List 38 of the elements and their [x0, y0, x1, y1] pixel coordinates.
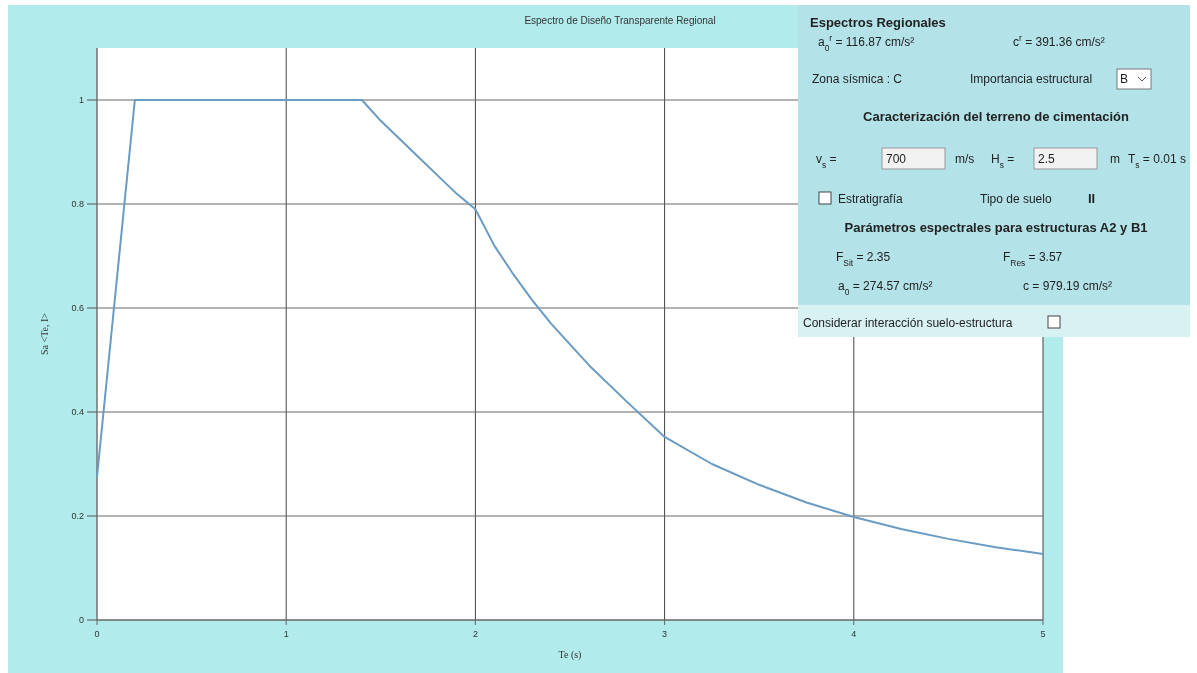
annotation: 700	[886, 152, 907, 166]
x-tick-label: 4	[851, 629, 857, 639]
x-tick-label: 1	[283, 629, 289, 639]
x-tick-label: 5	[1040, 629, 1046, 639]
y-axis-title: Sa <Te, I>	[39, 312, 50, 355]
annotation: 2.5	[1038, 152, 1056, 166]
x-tick-label: 2	[472, 629, 478, 639]
x-axis-title: Te (s)	[558, 649, 582, 661]
text: Espectros Regionales	[810, 15, 946, 30]
annotation: F$_{Sit}$ = 2.35	[836, 250, 891, 268]
annotation: Estratigrafía	[838, 192, 904, 206]
y-tick-label: 0.6	[71, 303, 84, 313]
y-tick-label: 0.4	[71, 407, 84, 417]
annotation: c$^{r}$ = 391.36 cm/s²	[1013, 33, 1105, 49]
annotation: Tipo de suelo	[980, 192, 1052, 206]
annotation: m/s	[955, 152, 975, 166]
annotation: Parámetros espectrales para estructuras A2 y B1	[844, 220, 1148, 235]
annotation: Considerar interacción suelo-estructura	[803, 316, 1013, 330]
text: m	[1110, 152, 1120, 166]
annotation: a$_{0}$$^{r}$ = 116.87 cm/s²	[818, 33, 915, 53]
y-tick-label: 0	[78, 615, 84, 625]
annotation: H$_{s}$ =	[991, 152, 1015, 170]
annotation: c = 979.19 cm/s²	[1023, 279, 1113, 293]
y-tick-label: 1	[78, 95, 84, 105]
annotation: v$_{s}$ =	[816, 152, 837, 170]
x-tick-label: 3	[662, 629, 668, 639]
annotation: F$_{Res}$ = 3.57	[1003, 250, 1063, 268]
y-tick-label: 0.2	[71, 511, 84, 521]
chart-title: Espectro de Diseño Transparente Regional	[524, 15, 716, 26]
text: II	[1088, 191, 1096, 206]
text: B	[1120, 72, 1129, 86]
annotation: Caracterización del terreno de cimentación	[863, 109, 1129, 124]
text: T$_{s}$ = 0.01 s	[1128, 152, 1186, 170]
annotation: Zona sísmica : C	[812, 72, 903, 86]
annotation: Importancia estructural	[970, 72, 1093, 86]
y-tick-label: 0.8	[71, 199, 84, 209]
annotation: a$_{0}$ = 274.57 cm/s²	[838, 279, 933, 297]
x-tick-label: 0	[94, 629, 100, 639]
